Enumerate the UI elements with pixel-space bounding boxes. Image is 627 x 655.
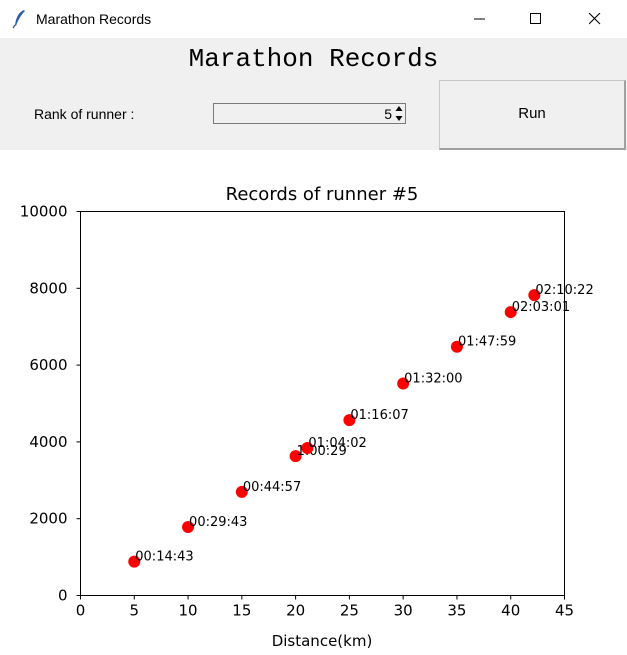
- window-title: Marathon Records: [36, 11, 152, 27]
- data-point: [397, 377, 410, 390]
- spin-up-icon[interactable]: [393, 104, 405, 113]
- data-point: [450, 340, 463, 353]
- close-icon: [589, 13, 601, 25]
- data-label: 01:04:02: [308, 436, 366, 451]
- x-tick-label: 5: [130, 602, 140, 620]
- x-tick-label: 45: [555, 602, 574, 620]
- data-point: [528, 289, 541, 302]
- title-bar: Marathon Records: [0, 0, 627, 38]
- x-tick-label: 30: [394, 602, 413, 620]
- rank-spinbox[interactable]: [213, 103, 406, 124]
- rank-input[interactable]: [214, 104, 392, 123]
- data-label: 01:16:07: [350, 408, 408, 423]
- app-heading: Marathon Records: [188, 44, 439, 74]
- minimize-button[interactable]: [452, 0, 508, 38]
- x-tick-label: 35: [447, 602, 466, 620]
- data-point: [343, 414, 356, 427]
- close-button[interactable]: [567, 0, 623, 38]
- y-tick-label: 6000: [29, 356, 67, 374]
- data-label: 00:44:57: [243, 480, 301, 495]
- x-tick-label: 20: [286, 602, 305, 620]
- maximize-icon: [530, 13, 541, 24]
- data-label: 01:32:00: [404, 372, 462, 387]
- data-point: [128, 555, 141, 568]
- data-label: 00:14:43: [135, 550, 193, 565]
- data-point: [182, 521, 195, 534]
- chart-area: Records of runner #5 Distance(km) 0 5 10 15…: [0, 150, 627, 651]
- y-tick-label: 2000: [29, 510, 67, 528]
- y-tick-label: 8000: [29, 279, 67, 297]
- spin-arrows: [393, 104, 405, 123]
- feather-icon: [12, 10, 25, 29]
- x-tick-label: 10: [179, 602, 198, 620]
- data-point: [504, 306, 517, 319]
- data-point: [301, 441, 314, 454]
- rank-label: Rank of runner :: [34, 106, 135, 122]
- x-tick-label: 25: [340, 602, 359, 620]
- records-chart: Records of runner #5 Distance(km) 0 5 10 15…: [20, 184, 594, 650]
- y-tick-label: 10000: [20, 203, 68, 221]
- chart-title: Records of runner #5: [226, 184, 419, 205]
- x-axis-label: Distance(km): [272, 632, 373, 650]
- minimize-icon: [474, 18, 485, 20]
- x-tick-label: 15: [232, 602, 251, 620]
- control-panel: Marathon Records Rank of runner : Run: [0, 38, 627, 150]
- run-button[interactable]: Run: [439, 80, 626, 150]
- data-label: 00:29:43: [189, 515, 247, 530]
- y-tick-label: 4000: [29, 433, 67, 451]
- x-tick-label: 40: [501, 602, 520, 620]
- data-point: [235, 485, 248, 498]
- spin-down-icon[interactable]: [393, 114, 405, 123]
- plot-frame: [80, 211, 565, 596]
- y-tick-label: 0: [58, 587, 68, 605]
- data-label: 02:03:01: [512, 300, 570, 315]
- data-label: 02:10:22: [535, 283, 593, 298]
- data-point: [289, 450, 302, 463]
- data-label: 01:47:59: [458, 335, 516, 350]
- maximize-button[interactable]: [508, 0, 564, 38]
- x-tick-label: 0: [76, 602, 86, 620]
